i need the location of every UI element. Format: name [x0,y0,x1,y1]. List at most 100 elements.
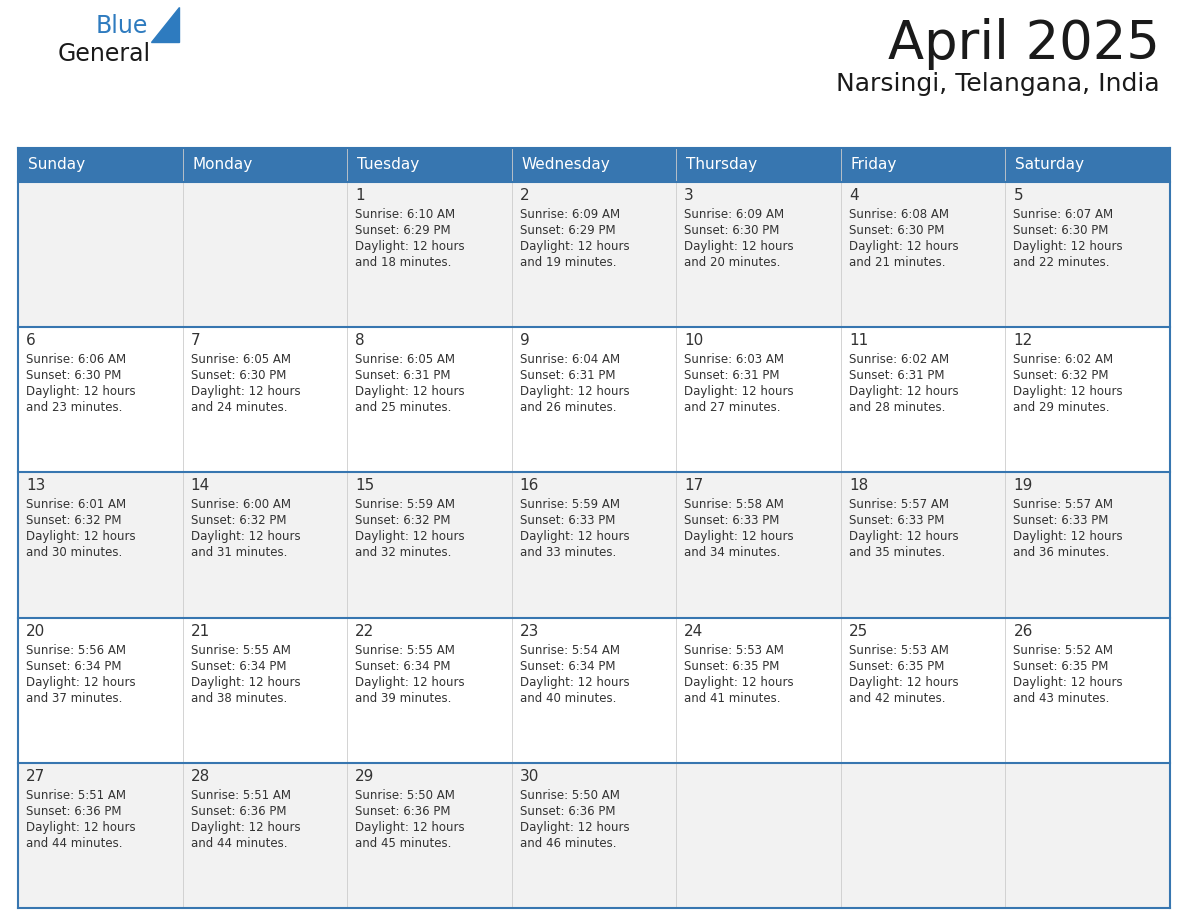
Bar [347,182,512,327]
Text: 8: 8 [355,333,365,348]
Text: and 24 minutes.: and 24 minutes. [190,401,287,414]
Text: and 34 minutes.: and 34 minutes. [684,546,781,559]
Bar [183,327,347,473]
Text: and 38 minutes.: and 38 minutes. [190,691,286,705]
Text: and 23 minutes.: and 23 minutes. [26,401,122,414]
Text: Daylight: 12 hours: Daylight: 12 hours [355,240,465,253]
Text: Sunset: 6:29 PM: Sunset: 6:29 PM [355,224,450,237]
Text: and 27 minutes.: and 27 minutes. [684,401,781,414]
Text: Sunrise: 5:52 AM: Sunrise: 5:52 AM [1013,644,1113,656]
Text: and 44 minutes.: and 44 minutes. [190,837,287,850]
Text: Sunrise: 5:51 AM: Sunrise: 5:51 AM [26,789,126,801]
Text: Sunrise: 6:00 AM: Sunrise: 6:00 AM [190,498,291,511]
Text: Daylight: 12 hours: Daylight: 12 hours [849,531,959,543]
Text: Daylight: 12 hours: Daylight: 12 hours [519,676,630,688]
Text: and 42 minutes.: and 42 minutes. [849,691,946,705]
Text: Daylight: 12 hours: Daylight: 12 hours [355,531,465,543]
Text: Sunset: 6:35 PM: Sunset: 6:35 PM [849,660,944,673]
Text: Sunrise: 6:07 AM: Sunrise: 6:07 AM [1013,208,1113,221]
Text: Blue: Blue [96,14,148,38]
Text: Sunset: 6:32 PM: Sunset: 6:32 PM [26,514,121,528]
Text: 4: 4 [849,188,859,203]
Bar [512,473,676,618]
Text: Sunrise: 6:02 AM: Sunrise: 6:02 AM [1013,353,1113,366]
Text: Sunset: 6:33 PM: Sunset: 6:33 PM [519,514,615,528]
Text: Daylight: 12 hours: Daylight: 12 hours [355,386,465,398]
Text: Sunrise: 6:01 AM: Sunrise: 6:01 AM [26,498,126,511]
Text: Daylight: 12 hours: Daylight: 12 hours [26,821,135,834]
Text: Sunset: 6:31 PM: Sunset: 6:31 PM [355,369,450,382]
Bar [347,473,512,618]
Bar [676,182,841,327]
Bar [18,182,183,327]
Text: 21: 21 [190,623,210,639]
Text: 15: 15 [355,478,374,493]
Bar [512,618,676,763]
Bar [183,473,347,618]
Text: Daylight: 12 hours: Daylight: 12 hours [355,676,465,688]
Text: Daylight: 12 hours: Daylight: 12 hours [684,240,794,253]
Bar [18,327,183,473]
Bar [347,763,512,908]
Text: Saturday: Saturday [1016,158,1085,173]
Text: and 44 minutes.: and 44 minutes. [26,837,122,850]
Text: 11: 11 [849,333,868,348]
Text: Sunset: 6:35 PM: Sunset: 6:35 PM [1013,660,1108,673]
Bar [676,763,841,908]
Bar [183,618,347,763]
Text: Sunrise: 6:09 AM: Sunrise: 6:09 AM [684,208,784,221]
Text: Sunrise: 5:57 AM: Sunrise: 5:57 AM [849,498,949,511]
Text: Sunday: Sunday [29,158,86,173]
Text: Sunrise: 5:51 AM: Sunrise: 5:51 AM [190,789,291,801]
Text: 10: 10 [684,333,703,348]
Text: and 46 minutes.: and 46 minutes. [519,837,617,850]
Text: Sunrise: 5:58 AM: Sunrise: 5:58 AM [684,498,784,511]
Bar [183,763,347,908]
Text: 29: 29 [355,768,374,784]
Text: Sunrise: 5:57 AM: Sunrise: 5:57 AM [1013,498,1113,511]
Bar [841,763,1005,908]
Text: Daylight: 12 hours: Daylight: 12 hours [26,676,135,688]
Text: Tuesday: Tuesday [358,158,419,173]
Bar [347,148,512,182]
Text: Daylight: 12 hours: Daylight: 12 hours [26,531,135,543]
Text: and 19 minutes.: and 19 minutes. [519,256,617,269]
Bar [347,327,512,473]
Text: 5: 5 [1013,188,1023,203]
Text: Daylight: 12 hours: Daylight: 12 hours [684,386,794,398]
Text: Sunrise: 6:05 AM: Sunrise: 6:05 AM [190,353,291,366]
Text: Sunrise: 5:59 AM: Sunrise: 5:59 AM [519,498,620,511]
Text: Sunrise: 6:09 AM: Sunrise: 6:09 AM [519,208,620,221]
Text: 28: 28 [190,768,210,784]
Text: 24: 24 [684,623,703,639]
Text: 27: 27 [26,768,45,784]
Bar [676,148,841,182]
Text: Sunset: 6:30 PM: Sunset: 6:30 PM [684,224,779,237]
Bar [1005,763,1170,908]
Text: and 22 minutes.: and 22 minutes. [1013,256,1110,269]
Text: Sunset: 6:34 PM: Sunset: 6:34 PM [26,660,121,673]
Text: Daylight: 12 hours: Daylight: 12 hours [519,240,630,253]
Text: and 35 minutes.: and 35 minutes. [849,546,946,559]
Text: and 31 minutes.: and 31 minutes. [190,546,287,559]
Text: 2: 2 [519,188,530,203]
Text: Daylight: 12 hours: Daylight: 12 hours [519,531,630,543]
Text: 30: 30 [519,768,539,784]
Bar [18,473,183,618]
Bar [183,148,347,182]
Bar [18,763,183,908]
Text: Sunset: 6:31 PM: Sunset: 6:31 PM [684,369,779,382]
Text: 9: 9 [519,333,530,348]
Bar [676,327,841,473]
Bar [1005,327,1170,473]
Text: and 45 minutes.: and 45 minutes. [355,837,451,850]
Text: 22: 22 [355,623,374,639]
Text: 23: 23 [519,623,539,639]
Bar [512,327,676,473]
Text: 12: 12 [1013,333,1032,348]
Text: Sunset: 6:36 PM: Sunset: 6:36 PM [355,805,450,818]
Text: and 18 minutes.: and 18 minutes. [355,256,451,269]
Text: General: General [58,42,151,66]
Text: 19: 19 [1013,478,1032,493]
Text: Sunrise: 5:53 AM: Sunrise: 5:53 AM [684,644,784,656]
